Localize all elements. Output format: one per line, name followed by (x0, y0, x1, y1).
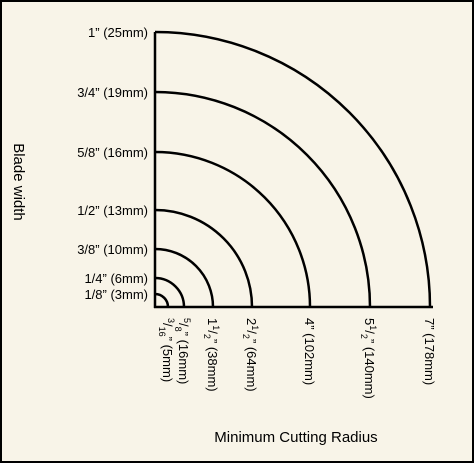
radius-text: ” (64mm) (244, 339, 259, 392)
radius-whole: 5 (362, 318, 377, 325)
radius-text: ” (140mm) (362, 339, 377, 399)
radius-label: 21/2” (64mm) (241, 318, 260, 392)
arc (154, 150, 312, 308)
radius-label: 7” (178mm) (422, 318, 437, 385)
blade-label: 3/8” (10mm) (77, 242, 148, 257)
radius-num: 1 (211, 325, 221, 330)
radius-whole: 4 (302, 318, 317, 325)
radius-den: 2 (359, 334, 369, 339)
radius-slash: / (160, 323, 175, 327)
radius-slash: / (205, 330, 220, 334)
arc (154, 208, 254, 308)
radius-num: 5 (182, 318, 192, 323)
radius-text: ” (102mm) (302, 325, 317, 385)
blade-label: 1/8” (3mm) (84, 287, 148, 302)
x-axis-title: Minimum Cutting Radius (214, 429, 377, 446)
radius-slash: / (362, 330, 377, 334)
blade-label: 3/4” (19mm) (77, 85, 148, 100)
arc (154, 30, 432, 308)
radius-slash: / (176, 323, 191, 327)
radius-label: 5/8” (16mm) (173, 318, 192, 384)
radius-den: 2 (241, 334, 251, 339)
radius-text: ” (38mm) (205, 339, 220, 392)
blade-label: 5/8” (16mm) (77, 145, 148, 160)
arc (154, 276, 186, 308)
radius-num: 1 (368, 325, 378, 330)
radius-label: 4” (102mm) (302, 318, 317, 385)
radius-text: ” (5mm) (160, 337, 175, 383)
arcs: 1/8” (3mm)3/16” (5mm)1/4” (6mm)5/8” (16m… (77, 25, 437, 399)
radius-num: 1 (250, 325, 260, 330)
blade-label: 1/4” (6mm) (84, 271, 148, 286)
blade-label: 1” (25mm) (88, 25, 148, 40)
arc (154, 292, 170, 308)
radius-num: 3 (166, 318, 176, 323)
radius-slash: / (244, 330, 259, 334)
radius-whole: 7 (422, 318, 437, 325)
radius-whole: 1 (205, 318, 220, 325)
y-axis-title: Blade width (10, 143, 27, 221)
radius-label: 3/16” (5mm) (157, 318, 176, 382)
radius-den: 2 (202, 334, 212, 339)
arc (154, 247, 215, 308)
blade-label: 1/2” (13mm) (77, 203, 148, 218)
radius-text: ” (16mm) (176, 332, 191, 385)
radius-label: 51/2” (140mm) (359, 318, 378, 399)
radius-den: 16 (157, 327, 167, 337)
arc (154, 90, 372, 308)
radius-label: 11/2” (38mm) (202, 318, 221, 392)
radius-den: 8 (173, 327, 183, 332)
radius-text: ” (178mm) (422, 325, 437, 385)
radius-whole: 2 (244, 318, 259, 325)
